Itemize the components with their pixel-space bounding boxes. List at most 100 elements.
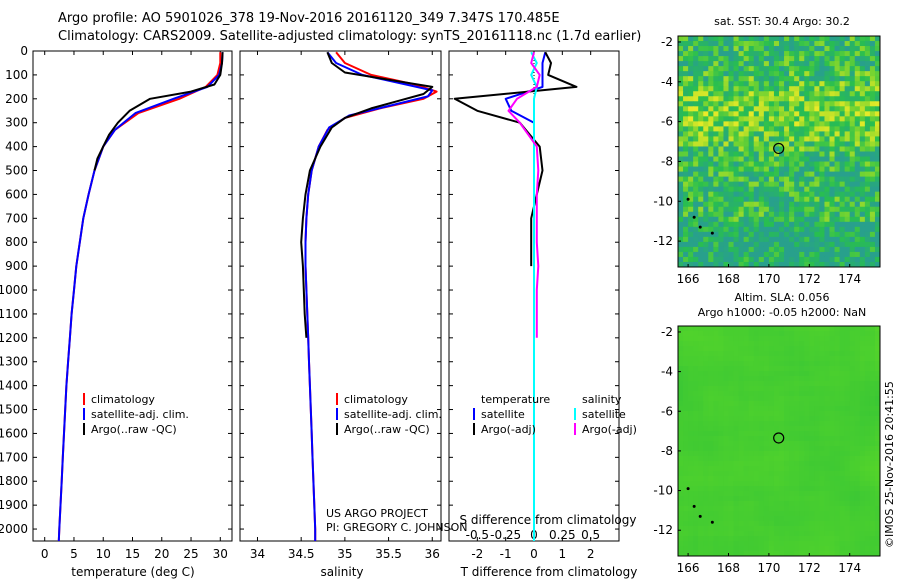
- map-cell: [799, 236, 805, 243]
- map-cell: [799, 86, 805, 92]
- map-cell: [854, 206, 861, 213]
- map-cell: [834, 461, 841, 467]
- map-cell: [789, 171, 795, 178]
- map-cell: [738, 536, 745, 542]
- map-cell: [743, 371, 750, 377]
- map-cell: [874, 226, 881, 233]
- map-cell: [854, 486, 861, 492]
- map-cell: [854, 516, 861, 522]
- map-cell: [738, 486, 745, 492]
- map-cell: [864, 476, 871, 482]
- map-cell: [768, 156, 775, 163]
- map-cell: [763, 56, 770, 62]
- map-cell: [854, 96, 861, 102]
- map-cell: [708, 376, 714, 382]
- map-cell: [864, 181, 871, 188]
- map-cell: [768, 206, 775, 213]
- map-cell: [804, 371, 810, 377]
- map-cell: [829, 206, 836, 213]
- map-cell: [773, 421, 780, 427]
- map-cell: [723, 386, 729, 392]
- map-cell: [819, 236, 825, 243]
- map-cell: [698, 476, 704, 482]
- map-cell: [688, 486, 694, 492]
- map-cell: [824, 356, 830, 362]
- map-cell: [743, 511, 750, 517]
- map-cell: [829, 466, 836, 472]
- map-cell: [779, 146, 785, 152]
- map-cell: [703, 246, 709, 253]
- map-cell: [748, 106, 755, 112]
- map-cell: [693, 176, 699, 183]
- map-cell: [678, 446, 684, 452]
- map-cell: [864, 536, 871, 542]
- map-cell: [844, 171, 851, 178]
- map-cell: [864, 326, 871, 332]
- map-cell: [799, 371, 805, 377]
- map-cell: [829, 341, 836, 347]
- map-cell: [748, 531, 755, 537]
- map-cell: [773, 56, 780, 62]
- map-cell: [789, 186, 795, 193]
- map-cell: [748, 56, 755, 62]
- map-cell: [683, 166, 689, 173]
- map-cell: [874, 541, 881, 547]
- map-cell: [819, 36, 825, 42]
- map-cell: [819, 391, 825, 397]
- map-cell: [728, 391, 735, 397]
- map-cell: [814, 216, 820, 223]
- map-cell: [864, 211, 871, 218]
- map-cell: [698, 366, 704, 372]
- map-cell: [748, 196, 755, 203]
- map-cell: [819, 361, 825, 367]
- map-cell: [864, 241, 871, 248]
- map-cell: [768, 211, 775, 218]
- map-cell: [698, 86, 704, 92]
- map-cell: [698, 216, 704, 223]
- map-cell: [809, 326, 815, 332]
- map-cell: [779, 176, 785, 183]
- map-cell: [713, 236, 719, 243]
- y-tick-label: 500: [5, 164, 28, 178]
- map-cell: [708, 101, 714, 107]
- map-cell: [733, 236, 740, 243]
- map-cell: [849, 76, 856, 82]
- map-cell: [824, 126, 830, 132]
- map-cell: [718, 206, 724, 213]
- map-cell: [784, 526, 790, 532]
- map-cell: [799, 241, 805, 248]
- map-cell: [834, 106, 841, 112]
- map-cell: [723, 356, 729, 362]
- map-cell: [743, 96, 750, 102]
- map-cell: [844, 336, 851, 342]
- map-cell: [784, 221, 790, 228]
- map-cell: [738, 141, 745, 147]
- map-cell: [748, 256, 755, 263]
- map-cell: [713, 436, 719, 442]
- map-cell: [829, 216, 836, 223]
- map-cell: [804, 546, 810, 552]
- map-cell: [869, 396, 876, 402]
- map-cell: [779, 436, 785, 442]
- map-cell: [743, 111, 750, 117]
- map-cell: [849, 131, 856, 137]
- map-cell: [784, 216, 790, 223]
- map-cell: [723, 186, 729, 193]
- map-cell: [789, 456, 795, 462]
- map-cell: [859, 526, 866, 532]
- map-cell: [678, 456, 684, 462]
- map-cell: [874, 356, 881, 362]
- map-cell: [809, 96, 815, 102]
- map-cell: [784, 376, 790, 382]
- map-cell: [794, 76, 800, 82]
- map-cell: [733, 191, 740, 198]
- map-cell: [864, 451, 871, 457]
- map-cell: [723, 456, 729, 462]
- map-cell: [779, 381, 785, 387]
- map-cell: [779, 486, 785, 492]
- map-cell: [723, 361, 729, 367]
- map-cell: [844, 221, 851, 228]
- map-cell: [864, 541, 871, 547]
- map-cell: [819, 156, 825, 163]
- map-cell: [703, 41, 709, 47]
